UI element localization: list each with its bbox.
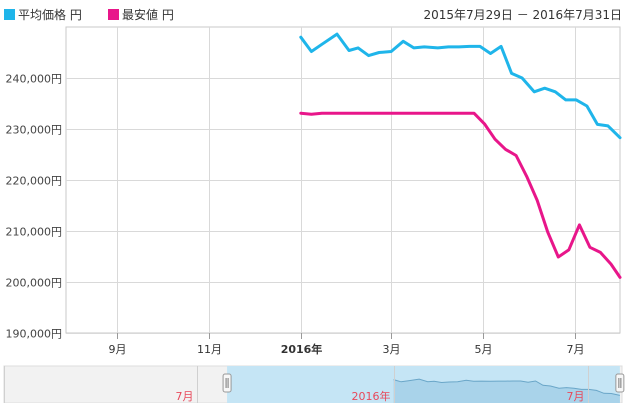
x-tick-label: 2016年: [281, 342, 323, 356]
series-lines: [299, 32, 622, 279]
navigator-label: 2016年: [352, 389, 391, 403]
x-tick-label: 11月: [197, 343, 222, 356]
y-tick-label: 190,000円: [6, 328, 63, 341]
legend-item-average-price[interactable]: 平均価格 円: [4, 6, 82, 22]
navigator-label: 7月: [176, 390, 194, 403]
y-tick-label: 220,000円: [6, 175, 63, 188]
x-axis: 9月 11月 2016年 3月 5月 7月: [109, 333, 585, 356]
navigator-handle-left[interactable]: [222, 373, 232, 393]
legend-swatch-lowest: [108, 8, 119, 20]
y-tick-label: 200,000円: [6, 277, 63, 290]
x-tick-label: 9月: [109, 343, 127, 356]
navigator[interactable]: 2015年 7月 2016年 7月: [0, 365, 625, 403]
navigator-mini-area: [393, 379, 620, 403]
y-tick-label: 210,000円: [6, 226, 63, 239]
series-line-lowest-price: [299, 111, 622, 279]
chart-header: 平均価格 円 最安値 円 2015年7月29日 － 2016年7月31日: [0, 0, 628, 26]
navigator-label: 7月: [567, 390, 585, 403]
y-axis: 190,000円 200,000円 210,000円 220,000円 230,000円…: [6, 73, 63, 341]
navigator-handle-right[interactable]: [615, 373, 625, 393]
x-tick-label: 7月: [567, 343, 585, 356]
date-range-label: 2015年7月29日 － 2016年7月31日: [423, 8, 622, 22]
grid-lines: [65, 26, 621, 334]
x-tick-label: 5月: [475, 343, 493, 356]
legend-label-average: 平均価格 円: [18, 7, 82, 22]
handle-body: [222, 373, 232, 393]
legend-label-lowest: 最安値 円: [122, 7, 174, 22]
y-tick-label: 230,000円: [6, 124, 63, 137]
series-line-average-price: [299, 32, 622, 140]
legend-swatch-average: [4, 8, 15, 20]
navigator-mini-line: [393, 378, 621, 396]
y-tick-label: 240,000円: [6, 73, 63, 86]
legend-item-lowest-price[interactable]: 最安値 円: [108, 6, 174, 22]
x-tick-label: 3月: [383, 343, 401, 356]
handle-body: [615, 373, 625, 393]
navigator-label: 2015年: [0, 389, 1, 403]
